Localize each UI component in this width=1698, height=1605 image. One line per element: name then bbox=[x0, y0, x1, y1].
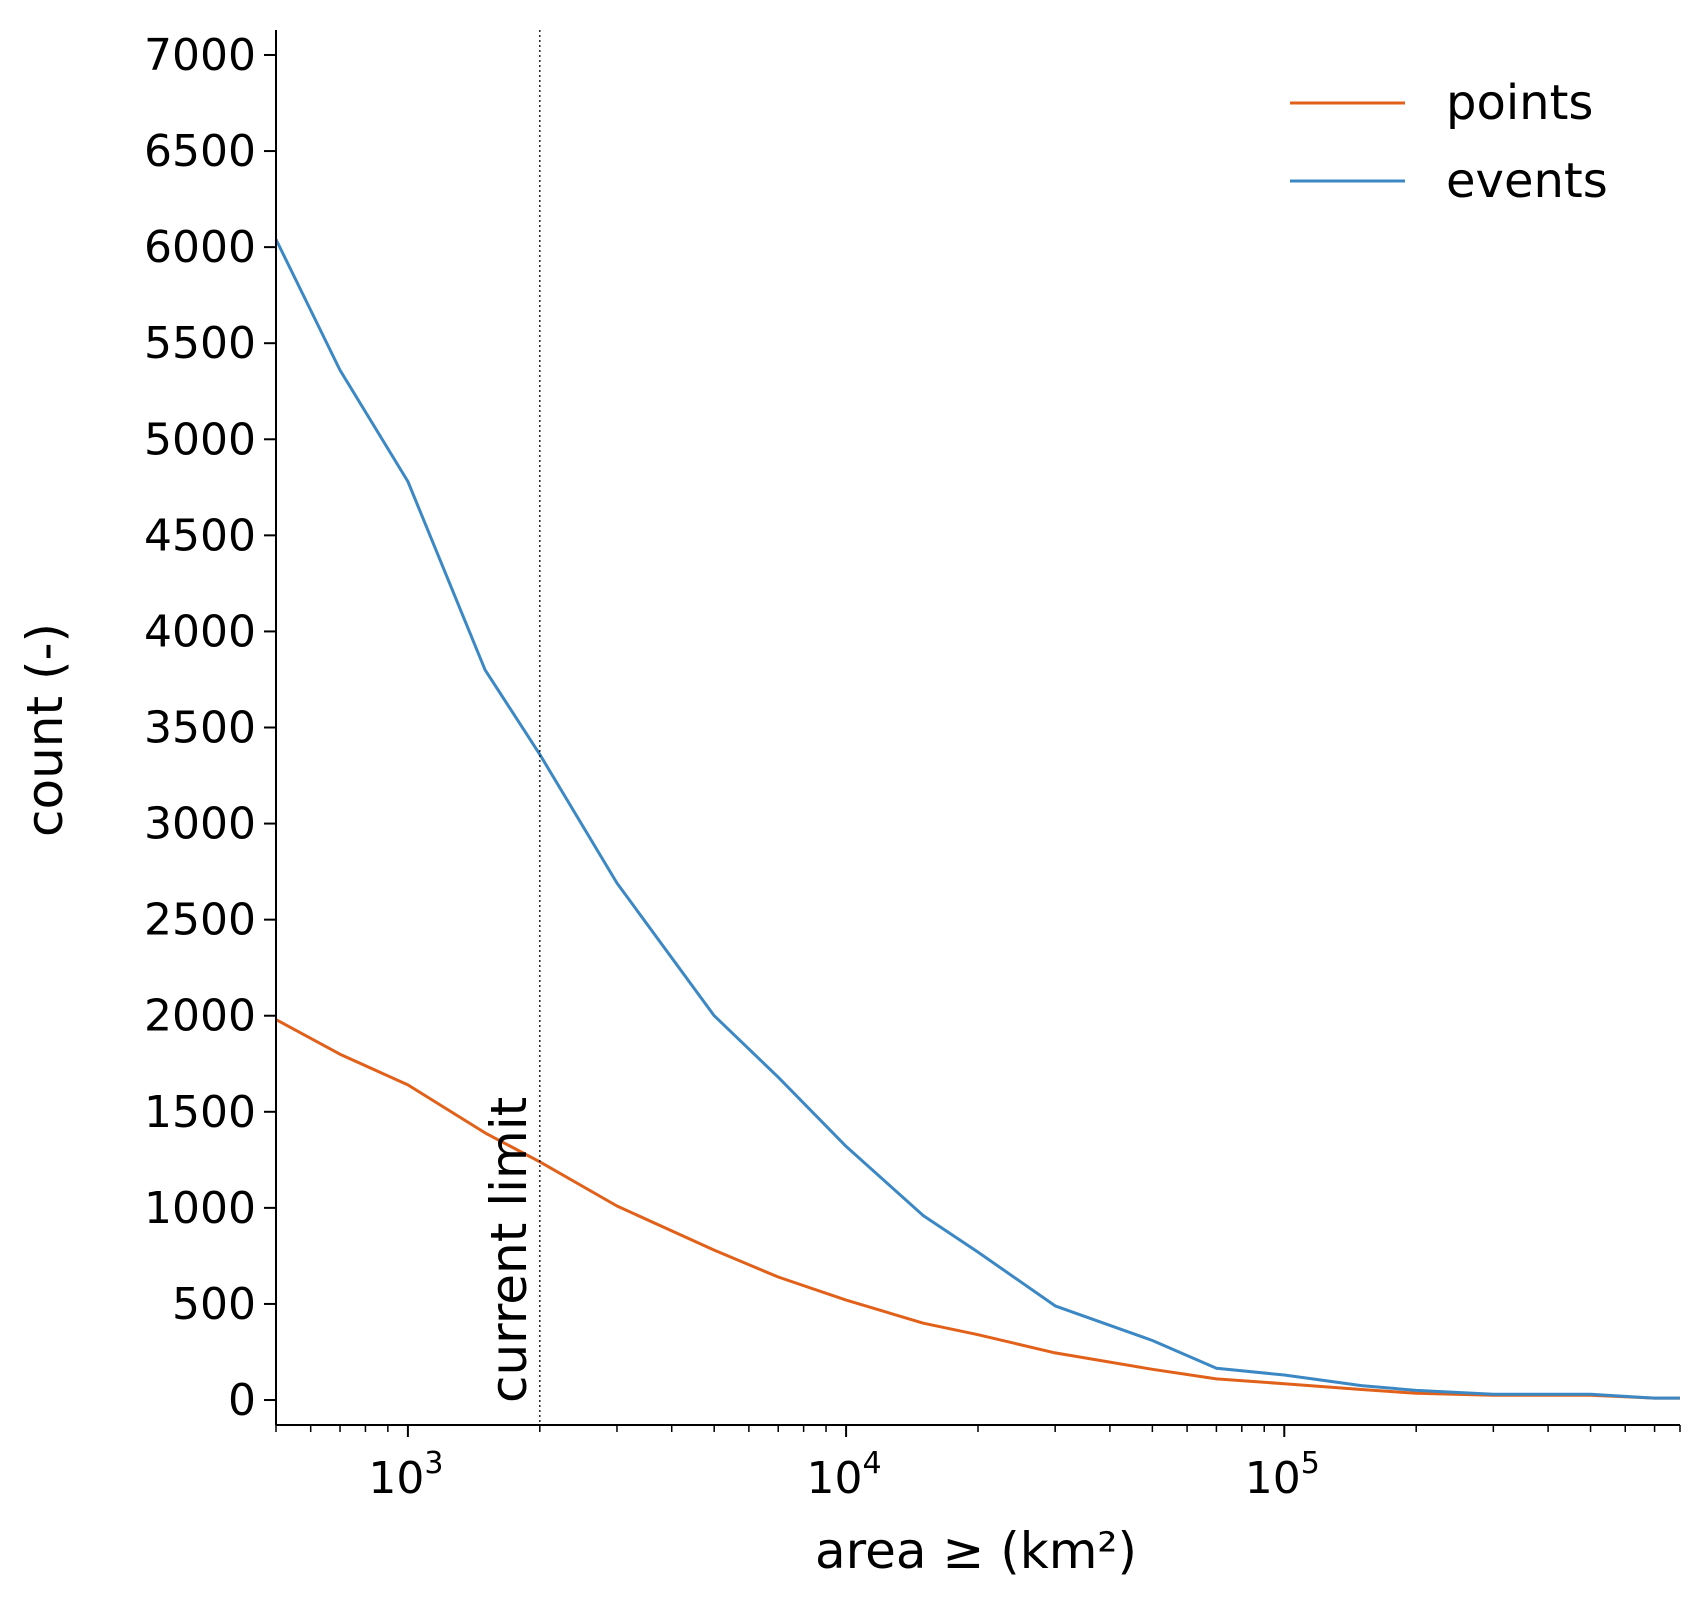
y-tick-label: 2500 bbox=[144, 895, 256, 946]
limit-line-label: current limit bbox=[480, 1097, 538, 1403]
legend: points events bbox=[1290, 75, 1608, 209]
x-tick-label: 104 bbox=[807, 1446, 882, 1504]
y-tick-label: 3500 bbox=[144, 703, 256, 754]
series-lines bbox=[274, 238, 1680, 1400]
x-tick-label: 105 bbox=[1245, 1446, 1320, 1504]
y-tick-label: 500 bbox=[172, 1279, 256, 1330]
y-tick-label: 4500 bbox=[144, 510, 256, 561]
y-tick-label: 1500 bbox=[144, 1087, 256, 1138]
y-tick-label: 6000 bbox=[144, 222, 256, 273]
y-tick-label: 4000 bbox=[144, 606, 256, 657]
x-axis-label: area ≥ (km²) bbox=[815, 1522, 1137, 1580]
y-tick-label: 5500 bbox=[144, 318, 256, 369]
y-tick-label: 7000 bbox=[144, 30, 256, 81]
y-tick-label: 1000 bbox=[144, 1183, 256, 1234]
y-tick-label: 6500 bbox=[144, 126, 256, 177]
annotations: current limit bbox=[480, 30, 541, 1425]
y-tick-label: 2000 bbox=[144, 991, 256, 1042]
y-tick-label: 5000 bbox=[144, 414, 256, 465]
series-line-events bbox=[274, 238, 1680, 1400]
series-line-points bbox=[275, 1018, 1680, 1400]
y-tick-label: 3000 bbox=[144, 799, 256, 850]
legend-label-events: events bbox=[1446, 153, 1608, 209]
y-axis-label: count (-) bbox=[16, 623, 74, 837]
legend-label-points: points bbox=[1446, 75, 1593, 131]
x-tick-label: 103 bbox=[368, 1446, 443, 1504]
y-tick-label: 0 bbox=[228, 1375, 256, 1426]
axes: 0 500 1000 1500 2000 2500 3000 3500 4000 4500 5000… bbox=[144, 30, 1681, 1504]
